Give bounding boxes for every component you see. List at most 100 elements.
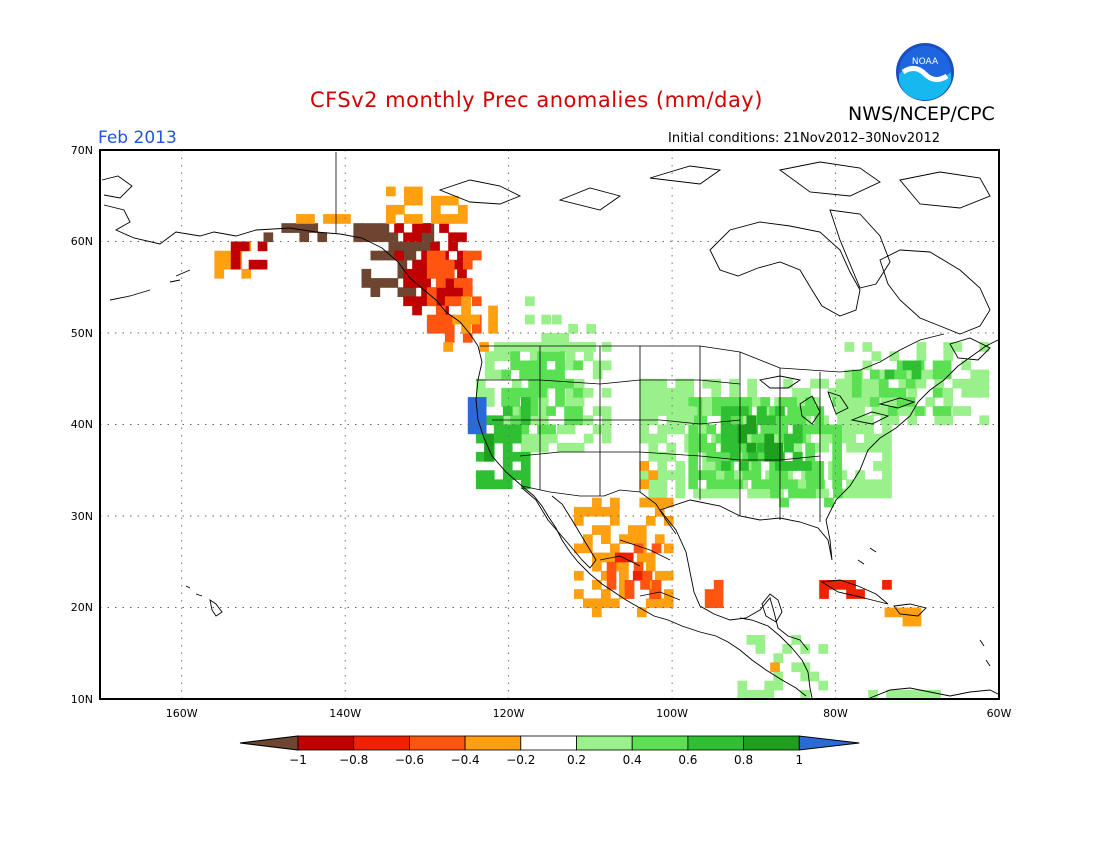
anomaly-cell: [317, 232, 328, 243]
anomaly-cell: [737, 689, 748, 699]
anomaly-cell: [555, 369, 565, 380]
anomaly-cell: [702, 378, 712, 389]
anomaly-cell: [448, 241, 458, 252]
anomaly-cell: [819, 488, 829, 499]
lon-label: 120W: [493, 707, 525, 720]
anomaly-cell: [592, 506, 602, 517]
anomaly-cell: [502, 351, 513, 361]
anomaly-cell: [448, 232, 458, 243]
anomaly-cell: [823, 424, 833, 435]
anomaly-cell: [444, 323, 455, 334]
lat-label: 30N: [71, 510, 93, 523]
anomaly-cell: [475, 387, 486, 398]
anomaly-cell: [511, 451, 522, 462]
anomaly-cell: [697, 470, 708, 480]
anomaly-cell: [639, 461, 650, 471]
anomaly-cell: [887, 406, 898, 416]
anomaly-cell: [882, 424, 892, 435]
anomaly-cell: [925, 397, 936, 407]
anomaly-cell: [537, 369, 547, 380]
colorbar-swatch: [297, 735, 355, 751]
anomaly-cell: [657, 378, 668, 389]
anomaly-cell: [623, 552, 634, 563]
anomaly-cell: [537, 351, 547, 361]
anomaly-cell: [457, 287, 467, 297]
anomaly-cell: [467, 397, 478, 407]
anomaly-cell: [520, 470, 531, 480]
anomaly-cell: [461, 296, 471, 307]
anomaly-cell: [837, 433, 847, 444]
anomaly-cell: [511, 342, 522, 352]
anomaly-cell: [787, 415, 797, 426]
anomaly-cell: [871, 406, 882, 416]
anomaly-cell: [386, 204, 396, 215]
anomaly-cell: [214, 250, 225, 261]
anomaly-cell: [639, 424, 650, 435]
anomaly-cell: [769, 470, 779, 480]
anomaly-cell: [793, 461, 803, 471]
anomaly-cell: [467, 415, 478, 426]
anomaly-cell: [488, 314, 498, 325]
anomaly-cell: [711, 387, 721, 398]
anomaly-cell: [431, 214, 441, 224]
anomaly-cell: [844, 387, 855, 398]
anomaly-cell: [510, 351, 520, 361]
colorbar-swatch: [408, 735, 466, 751]
noaa-logo: NOAA: [896, 43, 954, 101]
anomaly-cell: [724, 397, 735, 407]
anomaly-cell: [565, 397, 576, 407]
anomaly-cell: [697, 433, 708, 444]
anomaly-cell: [361, 278, 372, 288]
anomaly-cell: [583, 387, 594, 398]
anomaly-cell: [471, 296, 482, 307]
anomaly-cell: [493, 351, 504, 361]
anomaly-cell: [556, 424, 567, 435]
anomaly-cell: [911, 616, 922, 627]
anomaly-cell: [453, 278, 464, 288]
anomaly-cell: [645, 497, 656, 508]
anomaly-cell: [864, 424, 874, 435]
anomaly-cell: [835, 406, 846, 416]
anomaly-cell: [756, 488, 766, 499]
anomaly-cell: [592, 360, 603, 371]
anomaly-cell: [702, 397, 712, 407]
anomaly-cell: [453, 296, 464, 307]
anomaly-cell: [864, 479, 874, 490]
anomaly-cell: [568, 323, 578, 334]
anomaly-cell: [666, 387, 677, 398]
anomaly-cell: [769, 461, 779, 471]
anomaly-cell: [645, 516, 656, 526]
anomaly-cell: [370, 287, 381, 297]
anomaly-cell: [435, 259, 446, 270]
anomaly-cell: [546, 378, 556, 389]
anomaly-cell: [555, 360, 565, 371]
anomaly-cell: [475, 470, 486, 480]
anomaly-cell: [586, 323, 596, 334]
anomaly-cell: [801, 387, 811, 398]
anomaly-cell: [435, 305, 446, 316]
anomaly-cell: [792, 442, 802, 453]
anomaly-cell: [666, 470, 677, 480]
anomaly-cell: [760, 479, 771, 490]
anomaly-cell: [511, 433, 522, 444]
anomaly-cell: [757, 415, 767, 426]
anomaly-cell: [864, 488, 874, 499]
anomaly-cell: [379, 278, 390, 288]
anomaly-cell: [704, 598, 715, 609]
anomaly-cell: [688, 442, 699, 453]
anomaly-cell: [688, 470, 699, 480]
anomaly-cell: [353, 223, 364, 233]
lon-label: 140W: [329, 707, 361, 720]
grid-lines: [100, 150, 999, 699]
anomaly-cell: [907, 387, 918, 398]
anomaly-cell: [592, 580, 602, 590]
anomaly-cell: [882, 442, 892, 453]
anomaly-cell: [520, 342, 531, 352]
anomaly-cell: [654, 534, 665, 544]
lat-label: 60N: [71, 235, 93, 248]
anomaly-cell: [684, 387, 694, 398]
anomaly-cell: [688, 397, 699, 407]
anomaly-cell: [412, 223, 422, 233]
anomaly-cell: [388, 278, 399, 288]
anomaly-cell: [583, 534, 593, 544]
